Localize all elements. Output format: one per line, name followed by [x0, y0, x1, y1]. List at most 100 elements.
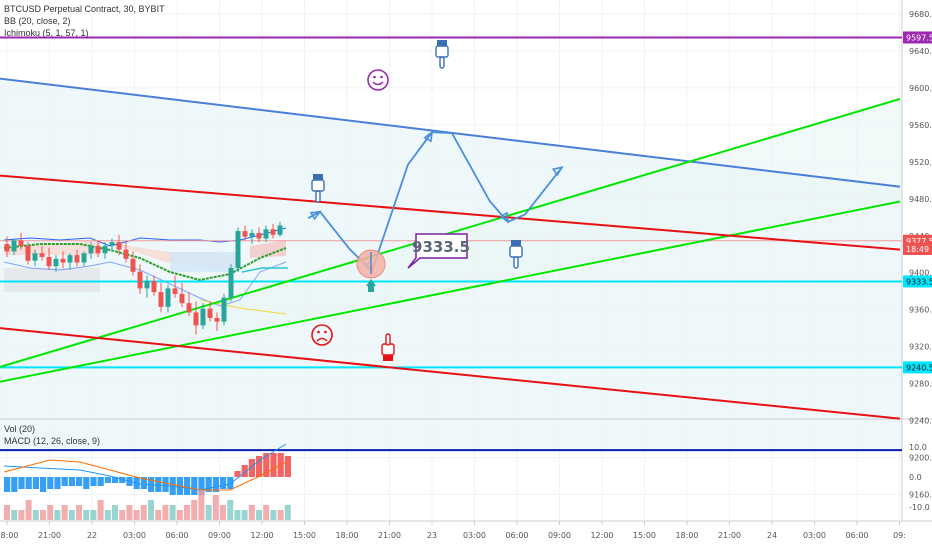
candle-body — [123, 249, 129, 259]
price-tick: 9400.0 — [909, 269, 932, 278]
macd-bar — [155, 477, 162, 492]
face-eye — [373, 75, 376, 79]
volume-bar — [140, 505, 147, 520]
volume-bar — [148, 500, 154, 520]
volume-bar — [119, 510, 126, 520]
candle-body — [53, 258, 59, 267]
time-tick: 03:00 — [463, 531, 486, 540]
macd-legend[interactable]: MACD (12, 26, close, 9) — [4, 436, 101, 446]
macd-bar — [220, 477, 227, 489]
time-axis: 18:00 21:00 22 03:00 06:00 09:00 12:00 15:00 18:… — [0, 521, 906, 540]
candle-body — [11, 240, 17, 252]
pointing-hand-icon — [509, 240, 523, 269]
volume-bar — [54, 510, 61, 520]
macd-bar — [61, 477, 68, 486]
price-badge-label: 9333.5 — [906, 277, 932, 286]
pointing-hand-icon — [435, 40, 449, 69]
candle-body — [235, 231, 241, 269]
candle-body — [179, 293, 185, 304]
ichimoku-legend[interactable]: Ichimoku (5, 1, 57, 1) — [4, 28, 89, 38]
arrow-head — [499, 211, 510, 224]
volume-bar — [241, 510, 248, 520]
volume-bars — [4, 490, 291, 520]
time-tick: 09:00 — [208, 531, 231, 540]
face-eye — [380, 75, 383, 79]
hand-finger — [385, 333, 391, 346]
bb-legend[interactable]: BB (20, close, 2) — [4, 16, 71, 26]
macd-bar — [68, 477, 75, 486]
candle-body — [165, 288, 171, 307]
price-badge-label: 9377.5 — [906, 237, 932, 246]
macd-signal-line — [3, 459, 287, 491]
macd-bar — [76, 477, 83, 486]
volume-bar — [97, 500, 104, 520]
volume-bar — [90, 510, 97, 520]
price-callout-box — [407, 233, 468, 269]
macd-bar — [83, 477, 90, 489]
volume-bar — [277, 510, 284, 520]
target-up-marker — [366, 279, 376, 286]
vol-legend[interactable]: Vol (20) — [4, 424, 36, 434]
macd-bar — [4, 477, 11, 492]
volume-bar — [198, 490, 205, 520]
volume-bar — [162, 505, 169, 520]
macd-line — [3, 443, 287, 491]
time-tick: 06:00 — [165, 531, 188, 540]
price-badge — [903, 361, 932, 374]
time-tick: 21:00 — [718, 531, 741, 540]
bb-upper — [3, 227, 287, 247]
candle-body — [60, 258, 66, 263]
volume-bar — [220, 505, 226, 520]
face-outline — [311, 324, 333, 346]
price-badge-label: 9240.5 — [906, 363, 932, 372]
price-tick: 9160.0 — [909, 490, 932, 499]
candle-body — [207, 308, 213, 318]
macd-bar — [162, 477, 169, 492]
ichimoku-baseline — [241, 267, 288, 273]
candle-body — [186, 303, 192, 313]
sad-face-icon — [311, 324, 333, 346]
volume-bar — [47, 505, 54, 520]
candle-body — [95, 245, 101, 254]
symbol-legend: BTCUSD Perpetual Contract, 30, BYBIT — [4, 4, 165, 14]
candle-body — [32, 253, 38, 261]
arrow-head — [423, 130, 434, 143]
macd-bar — [184, 477, 191, 495]
face-outline — [367, 69, 389, 91]
macd-bar — [234, 471, 241, 477]
macd-bar — [104, 477, 111, 483]
macd-bar — [198, 477, 205, 495]
hand-palm — [311, 179, 325, 192]
price-callout-label: 9333.5 — [412, 238, 470, 256]
pointing-hand-icon — [381, 333, 395, 361]
candle-body — [25, 245, 31, 261]
volume-bar — [126, 505, 133, 520]
candle-body — [88, 245, 94, 254]
hand-palm — [509, 245, 523, 258]
price-tick: 9360.0 — [909, 306, 932, 315]
price-tick: 9200.0 — [909, 454, 932, 463]
volume-bar — [61, 505, 68, 520]
macd-bar — [241, 465, 248, 477]
volume-bar — [25, 500, 32, 520]
price-tick: 9320.0 — [909, 343, 932, 352]
trend-line-green — [0, 200, 901, 383]
candle-body — [263, 229, 269, 239]
candle-body — [102, 245, 108, 254]
time-tick: 21:00 — [38, 531, 61, 540]
price-tick: 9560.0 — [909, 121, 932, 130]
candle-body — [277, 225, 283, 235]
price-tick: 9600.0 — [909, 84, 932, 93]
time-tick: 21:00 — [378, 531, 401, 540]
candles — [4, 221, 283, 335]
candle-body — [249, 232, 255, 237]
volume-bar — [256, 510, 262, 520]
price-badge — [903, 275, 932, 288]
volume-bar — [40, 510, 46, 520]
price-tick: 9240.0 — [909, 417, 932, 426]
volume-bar — [83, 510, 90, 520]
price-badge-label: 18:49 — [906, 245, 929, 254]
candle-body — [193, 312, 199, 326]
